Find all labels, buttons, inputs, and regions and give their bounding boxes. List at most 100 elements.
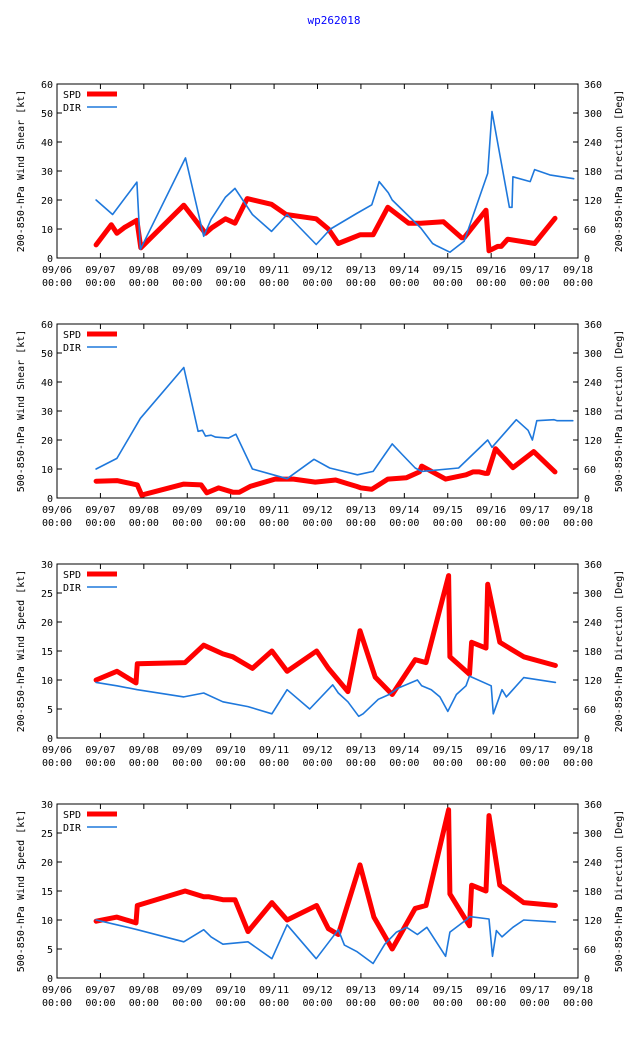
x-tick-time: 00:00	[42, 278, 72, 289]
series-spd-line	[93, 196, 558, 254]
y-tick-label: 20	[41, 196, 53, 207]
y-tick-label: 30	[41, 800, 53, 811]
x-tick-date: 09/17	[520, 745, 550, 756]
x-tick-date: 09/15	[433, 745, 463, 756]
x-tick-date: 09/16	[476, 265, 506, 276]
x-tick-date: 09/14	[389, 745, 419, 756]
y-tick-label: 5	[47, 705, 53, 716]
x-tick-time: 00:00	[433, 758, 463, 769]
x-tick-time: 00:00	[520, 278, 550, 289]
x-tick-time: 00:00	[433, 518, 463, 529]
legend-label-spd: SPD	[63, 330, 81, 341]
x-tick-time: 00:00	[129, 278, 159, 289]
legend-label-dir: DIR	[63, 103, 82, 114]
x-tick-date: 09/13	[346, 985, 376, 996]
legend-label-dir: DIR	[63, 823, 82, 834]
x-tick-time: 00:00	[476, 758, 506, 769]
x-tick-date: 09/10	[216, 505, 246, 516]
y-axis-label: 500-850-hPa Wind Speed [kt]	[16, 810, 27, 973]
x-tick-date: 09/08	[129, 265, 159, 276]
x-tick-date: 09/11	[259, 985, 289, 996]
y2-axis-label: 200-850-hPa Direction [Deg]	[614, 570, 625, 733]
x-tick-date: 09/08	[129, 745, 159, 756]
x-tick-date: 09/16	[476, 985, 506, 996]
x-tick-time: 00:00	[563, 758, 593, 769]
x-tick-date: 09/08	[129, 505, 159, 516]
figure-title: wp262018	[308, 14, 361, 27]
series-spd-line	[93, 446, 558, 498]
y2-tick-label: 240	[584, 378, 602, 389]
x-tick-date: 09/15	[433, 265, 463, 276]
x-tick-time: 00:00	[129, 998, 159, 1009]
x-tick-date: 09/13	[346, 505, 376, 516]
y2-tick-label: 0	[584, 254, 590, 265]
x-tick-date: 09/16	[476, 505, 506, 516]
series-spd-line	[93, 573, 558, 697]
x-tick-time: 00:00	[389, 758, 419, 769]
y2-tick-label: 180	[584, 647, 602, 658]
x-tick-date: 09/06	[42, 745, 72, 756]
series-dir-line	[95, 915, 557, 965]
x-tick-date: 09/11	[259, 745, 289, 756]
x-tick-time: 00:00	[172, 998, 202, 1009]
x-tick-date: 09/14	[389, 505, 419, 516]
chart-1: 0 10 20 30 40 50 60 0 60 120 180 240 300 360 09/06 00:0…	[16, 80, 625, 289]
y2-tick-label: 0	[584, 734, 590, 745]
y-axis-label: 200-850-hPa Wind Speed [kt]	[16, 570, 27, 733]
plot-frame	[56, 83, 579, 259]
plot-frame	[56, 323, 579, 499]
x-tick-time: 00:00	[346, 278, 376, 289]
y-tick-label: 30	[41, 560, 53, 571]
y-axis-label: 500-850-hPa Wind Shear [kt]	[16, 330, 27, 493]
x-tick-date: 09/11	[259, 505, 289, 516]
x-tick-time: 00:00	[389, 278, 419, 289]
x-tick-time: 00:00	[346, 998, 376, 1009]
x-tick-time: 00:00	[520, 518, 550, 529]
y2-tick-label: 360	[584, 560, 602, 571]
x-tick-date: 09/18	[563, 265, 593, 276]
x-tick-time: 00:00	[259, 998, 289, 1009]
chart-3: 05101520253006012018024030036009/0600:00…	[16, 560, 625, 769]
y-tick-label: 20	[41, 436, 53, 447]
x-tick-time: 00:00	[302, 758, 332, 769]
x-tick-date: 09/11	[259, 265, 289, 276]
y-tick-label: 60	[41, 320, 53, 331]
y-tick-label: 30	[41, 407, 53, 418]
y2-tick-label: 180	[584, 167, 602, 178]
y-axis-label: 200-850-hPa Wind Shear [kt]	[16, 90, 27, 253]
series-dir-line	[95, 366, 574, 480]
series-spd-line	[93, 807, 558, 952]
legend-label-dir: DIR	[63, 583, 82, 594]
plot-frame	[56, 803, 579, 979]
x-tick-date: 09/17	[520, 505, 550, 516]
y2-tick-label: 60	[584, 225, 596, 236]
y2-tick-label: 360	[584, 80, 602, 91]
x-tick-date: 09/12	[302, 985, 332, 996]
y-tick-label: 15	[41, 647, 53, 658]
y-tick-label: 25	[41, 829, 53, 840]
x-tick-time: 00:00	[433, 998, 463, 1009]
x-tick-date: 09/18	[563, 985, 593, 996]
y2-tick-label: 360	[584, 800, 602, 811]
x-tick-date: 09/09	[172, 265, 202, 276]
x-tick-date: 09/13	[346, 745, 376, 756]
y-tick-label: 20	[41, 858, 53, 869]
x-tick-time: 00:00	[520, 758, 550, 769]
y-tick-label: 0	[47, 974, 53, 985]
y-tick-label: 10	[41, 676, 53, 687]
x-tick-time: 00:00	[520, 998, 550, 1009]
x-tick-time: 00:00	[172, 758, 202, 769]
y-tick-label: 0	[47, 494, 53, 505]
x-tick-time: 00:00	[42, 758, 72, 769]
y2-tick-label: 60	[584, 705, 596, 716]
x-tick-date: 09/18	[563, 505, 593, 516]
y-tick-label: 5	[47, 945, 53, 956]
y2-tick-label: 300	[584, 349, 602, 360]
y-tick-label: 50	[41, 109, 53, 120]
x-tick-time: 00:00	[346, 758, 376, 769]
x-tick-date: 09/10	[216, 745, 246, 756]
y2-tick-label: 120	[584, 196, 602, 207]
x-tick-date: 09/17	[520, 985, 550, 996]
y2-tick-label: 300	[584, 589, 602, 600]
